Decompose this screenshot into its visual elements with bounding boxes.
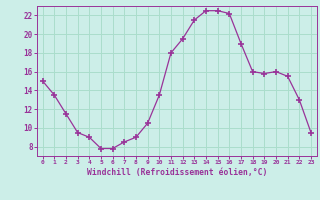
X-axis label: Windchill (Refroidissement éolien,°C): Windchill (Refroidissement éolien,°C)	[87, 168, 267, 177]
